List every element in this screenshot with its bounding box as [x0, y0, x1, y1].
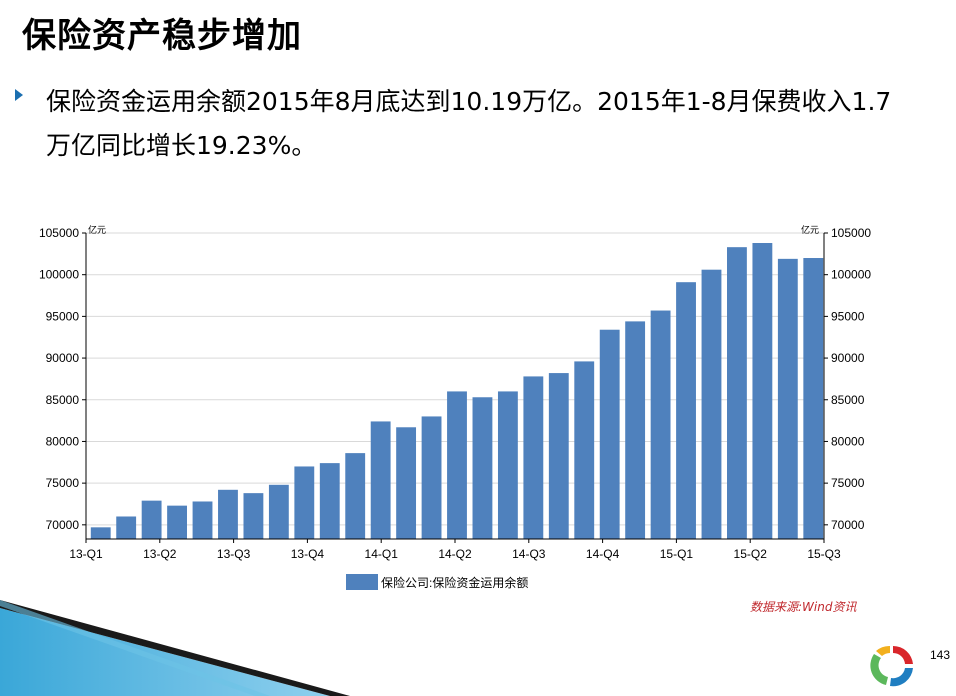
y-tick-label-right: 95000 — [831, 309, 865, 323]
y-tick-label-left: 85000 — [46, 393, 80, 407]
bar — [803, 258, 824, 539]
y-tick-label-left: 80000 — [46, 434, 80, 448]
bar — [625, 321, 646, 539]
y-unit-right: 亿元 — [801, 224, 819, 236]
bar — [116, 516, 137, 539]
x-tick-label: 14-Q4 — [586, 547, 620, 561]
legend: 保险公司:保险资金运用余额 — [346, 574, 528, 590]
bar — [294, 466, 315, 539]
legend-label: 保险公司:保险资金运用余额 — [381, 575, 528, 590]
bar — [421, 416, 442, 539]
y-tick-label-right: 80000 — [831, 434, 865, 448]
bar — [777, 258, 798, 539]
bar — [268, 484, 289, 539]
x-tick-label: 15-Q2 — [734, 547, 768, 561]
bar — [752, 243, 773, 540]
bar — [192, 501, 213, 539]
y-tick-label-left: 90000 — [46, 351, 80, 365]
axes — [82, 232, 828, 543]
bar — [90, 527, 111, 539]
x-tick-label: 14-Q3 — [512, 547, 546, 561]
y-tick-label-left: 105000 — [39, 226, 79, 240]
x-tick-label: 15-Q1 — [660, 547, 694, 561]
bar-chart: 70000 70000 75000 75000 80000 80000 85000 85000… — [39, 224, 871, 590]
logo-icon — [870, 645, 913, 687]
y-tick-label-right: 70000 — [831, 518, 865, 532]
bar — [650, 310, 671, 539]
y-unit-left: 亿元 — [88, 224, 106, 236]
bar — [548, 373, 569, 539]
y-tick-label-left: 100000 — [39, 268, 79, 282]
y-tick-label-right: 85000 — [831, 393, 865, 407]
bar — [701, 269, 722, 539]
y-tick-label-right: 90000 — [831, 351, 865, 365]
x-tick-label: 15-Q3 — [807, 547, 841, 561]
bar — [319, 463, 340, 539]
legend-swatch — [346, 574, 378, 590]
bar — [574, 361, 595, 539]
bar — [218, 489, 238, 539]
y-tick-label-right: 105000 — [831, 226, 871, 240]
y-tick-label-right: 100000 — [831, 268, 871, 282]
y-tick-label-left: 95000 — [46, 309, 80, 323]
bar — [727, 247, 747, 539]
bar — [523, 376, 544, 539]
x-tick-label: 13-Q2 — [143, 547, 177, 561]
tick-labels: 70000 70000 75000 75000 80000 80000 85000 85000… — [39, 226, 871, 561]
x-tick-label: 13-Q4 — [291, 547, 325, 561]
bar — [345, 453, 366, 539]
page-number: 143 — [930, 648, 951, 662]
bullet-arrow-icon — [15, 89, 23, 101]
bar — [167, 505, 187, 539]
source-note: 数据来源:Wind资讯 — [750, 600, 857, 614]
x-tick-label: 13-Q1 — [69, 547, 103, 561]
slide-title: 保险资产稳步增加 — [22, 16, 302, 56]
bar — [599, 329, 620, 539]
bar — [370, 421, 391, 539]
bar — [141, 500, 162, 539]
body-text: 保险资金运用余额2015年8月底达到10.19万亿。2015年1-8月保费收入1… — [46, 87, 892, 160]
bar — [447, 391, 467, 539]
decorative-swoosh — [0, 600, 350, 696]
bars — [90, 243, 824, 540]
bar — [676, 282, 696, 539]
y-tick-label-left: 70000 — [46, 518, 80, 532]
bar — [243, 493, 264, 539]
x-tick-label: 14-Q1 — [365, 547, 399, 561]
y-tick-label-left: 75000 — [46, 476, 80, 490]
bar — [472, 397, 493, 539]
y-tick-label-right: 75000 — [831, 476, 865, 490]
bar — [396, 427, 417, 539]
bar — [497, 391, 518, 539]
x-tick-label: 13-Q3 — [217, 547, 251, 561]
x-tick-label: 14-Q2 — [438, 547, 472, 561]
